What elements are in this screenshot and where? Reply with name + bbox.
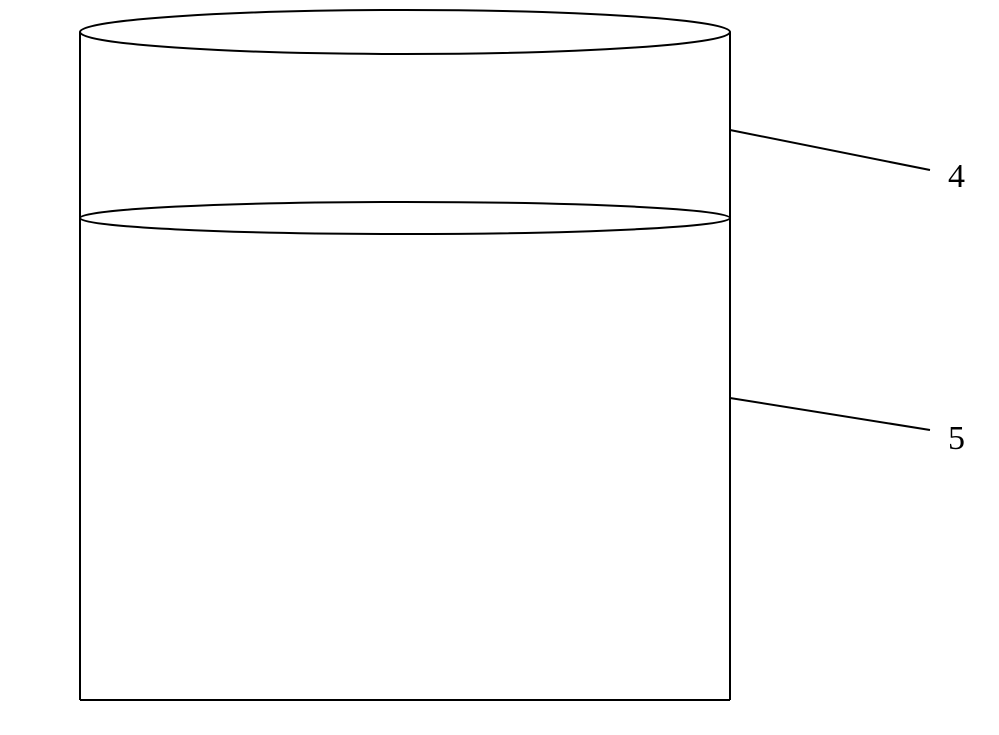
callout-label-5: 5 [948,420,965,458]
leader-4 [730,130,930,170]
cylinder-mid-ellipse [80,202,730,234]
leader-5 [730,398,930,430]
cylinder-top-ellipse [80,10,730,54]
callout-label-4: 4 [948,158,965,196]
cylinder-diagram [0,0,999,735]
